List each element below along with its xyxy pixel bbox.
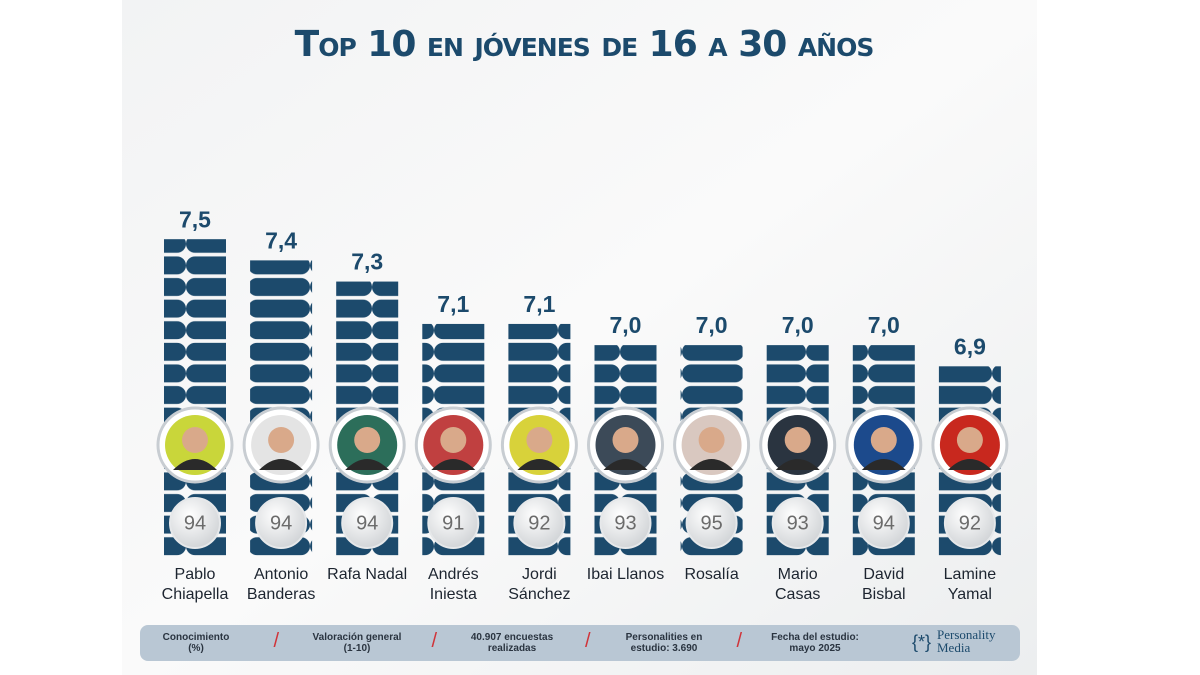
photo-face [956,427,983,453]
value-label: 6,9 [954,333,986,359]
separator: / [431,630,438,652]
category-label: Lamine Yamal [943,566,997,603]
footer-text: 40.907 encuestas [470,632,554,643]
footer-text: Valoración general [312,632,402,643]
footer-text: mayo 2025 [789,643,841,654]
photo-face [870,427,897,453]
category-label: Ibai Llanos [586,566,665,583]
knowledge-badge [943,497,996,549]
logo-mark: {*} [912,632,931,652]
value-label: 7,1 [523,291,555,317]
footer-bar [140,625,1020,661]
footer-text: Fecha del estudio: [771,632,859,643]
knowledge-label: 92 [528,512,550,534]
knowledge-label: 95 [700,512,722,534]
knowledge-label: 94 [873,512,895,534]
footer-item: Valoración general (1-10) [287,632,427,654]
knowledge-label: 93 [614,512,636,534]
value-label: 7,0 [610,312,642,338]
photo-face [784,427,811,453]
knowledge-label: 93 [787,512,809,534]
category-label: Mario Casas [775,566,821,603]
knowledge-label: 94 [356,512,378,534]
knowledge-label: 91 [442,512,464,534]
logo-text: Media [937,640,970,655]
knowledge-badge [685,497,738,549]
category-label: Rosalía [684,566,739,583]
footer-text: Personalities en [625,632,703,643]
photo-face [612,427,639,453]
photo-body [517,459,562,470]
photo-body [689,459,734,470]
footer-text: (%) [188,643,204,654]
footer-text: realizadas [487,643,537,654]
separator: / [736,630,743,652]
photo-body [947,459,992,470]
footer-item: Personalities en estudio: 3.690 [594,632,734,654]
photo-face [526,427,553,453]
footer-item: 40.907 encuestas realizadas [442,632,582,654]
category-label: Rafa Nadal [327,566,408,583]
value-label: 7,0 [782,312,814,338]
category-label: Antonio Banderas [246,566,316,603]
knowledge-badge [513,497,566,549]
footer-item: Conocimiento (%) [126,632,266,654]
value-label: 7,1 [437,291,469,317]
knowledge-badge [857,497,910,549]
logo-text: Personality [937,627,996,642]
footer-text: (1-10) [343,643,371,654]
knowledge-badge [427,497,480,549]
photo-body [345,459,390,470]
footer-text: estudio: 3.690 [630,643,698,654]
footer-text: Conocimiento [162,632,230,643]
category-label: Andrés Iniesta [427,566,479,603]
knowledge-label: 94 [270,512,292,534]
knowledge-badge [255,497,308,549]
category-label: Jordi Sánchez [508,566,571,603]
knowledge-badge [599,497,652,549]
photo-face [440,427,467,453]
value-label: 7,0 [696,312,728,338]
photo-body [173,459,217,470]
value-label: 7,5 [179,206,211,232]
photo-face [268,427,295,453]
value-label: 7,0 [868,312,900,338]
value-label: 7,3 [351,249,383,275]
knowledge-badge [169,497,221,549]
photo-body [603,459,648,470]
separator: / [585,630,591,652]
knowledge-label: 92 [959,512,981,534]
separator: / [273,630,280,652]
knowledge-badge [341,497,394,549]
photo-body [861,459,906,470]
photo-body [259,459,304,470]
photo-body [775,459,820,470]
chart-title: Top 10 en jóvenes de 16 a 30 años [295,24,874,65]
photo-face [698,427,725,453]
photo-face [182,427,208,453]
category-label: David Bisbal [862,566,906,603]
photo-body [431,459,476,470]
category-label: Pablo Chiapella [161,566,229,603]
knowledge-badge [771,497,824,549]
photo-face [354,427,381,453]
footer-item: Fecha del estudio: mayo 2025 [745,632,885,654]
value-label: 7,4 [265,227,297,253]
knowledge-label: 94 [184,512,206,534]
